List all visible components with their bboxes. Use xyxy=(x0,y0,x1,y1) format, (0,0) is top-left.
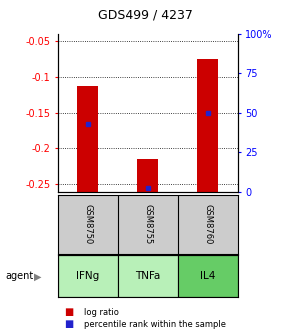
Text: GDS499 / 4237: GDS499 / 4237 xyxy=(97,8,193,22)
Text: agent: agent xyxy=(6,271,34,281)
Bar xyxy=(118,255,178,297)
Text: GSM8750: GSM8750 xyxy=(84,204,93,244)
Text: ■: ■ xyxy=(64,319,73,329)
Text: GSM8760: GSM8760 xyxy=(203,204,212,245)
Text: GSM8755: GSM8755 xyxy=(143,204,153,244)
Bar xyxy=(77,86,98,192)
Text: ▶: ▶ xyxy=(34,271,41,281)
Bar xyxy=(58,255,118,297)
Text: percentile rank within the sample: percentile rank within the sample xyxy=(84,320,226,329)
Text: log ratio: log ratio xyxy=(84,308,119,317)
Text: IFNg: IFNg xyxy=(76,271,99,281)
Bar xyxy=(197,59,218,192)
Bar xyxy=(137,159,158,192)
Bar xyxy=(178,255,238,297)
Text: ■: ■ xyxy=(64,307,73,318)
Text: IL4: IL4 xyxy=(200,271,215,281)
Text: TNFa: TNFa xyxy=(135,271,161,281)
